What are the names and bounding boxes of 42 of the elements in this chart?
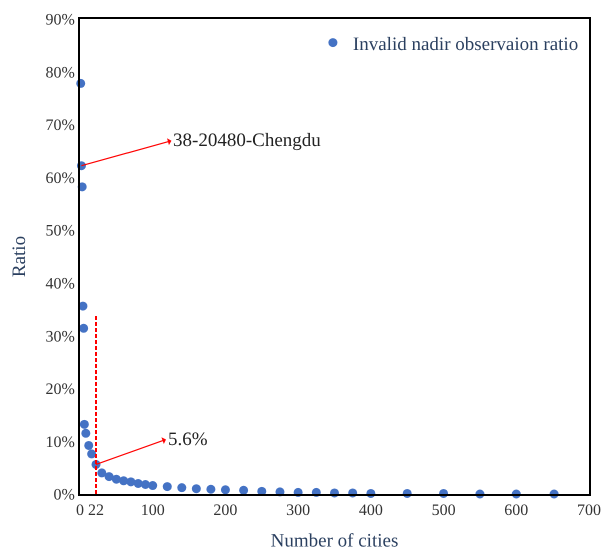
- point: [112, 474, 121, 484]
- y-tick-label: 0%: [53, 486, 75, 504]
- point: [104, 472, 114, 482]
- point: [162, 482, 172, 492]
- point: [97, 468, 106, 478]
- x-tick-label: 400: [358, 502, 383, 520]
- point: [126, 477, 136, 486]
- point: [87, 449, 96, 458]
- y-tick-label: 20%: [45, 381, 75, 398]
- point: [140, 480, 150, 489]
- point: [79, 324, 88, 333]
- y-tick-label: 70%: [45, 117, 75, 134]
- x-tick-label: 22: [88, 502, 104, 520]
- x-tick-label: 700: [577, 502, 601, 520]
- x-tick-label: 300: [286, 502, 310, 520]
- y-axis-title: Ratio: [8, 236, 30, 278]
- x-tick-label: 500: [432, 502, 456, 520]
- x-tick-label: 100: [140, 502, 165, 520]
- x-tick-label: 600: [504, 502, 528, 520]
- point: [80, 420, 89, 429]
- y-tick-label: 50%: [45, 222, 75, 240]
- legend-label: Invalid nadir observaion ratio: [352, 34, 578, 56]
- y-tick-label: 80%: [45, 64, 75, 82]
- y-tick-label: 10%: [45, 434, 75, 451]
- point: [84, 440, 94, 450]
- y-tick-label: 60%: [45, 170, 75, 187]
- annotation: 5.6%: [168, 429, 208, 450]
- point: [134, 478, 143, 488]
- x-tick-label: 0: [76, 502, 84, 520]
- point: [239, 486, 248, 495]
- point: [220, 485, 230, 494]
- point: [206, 484, 216, 494]
- point: [192, 484, 201, 494]
- point: [148, 481, 158, 490]
- y-tick-label: 90%: [45, 12, 75, 29]
- x-axis-title: Number of cities: [270, 530, 398, 552]
- point: [177, 483, 186, 492]
- y-tick-label: 40%: [45, 275, 75, 292]
- x-tick-label: 200: [213, 502, 238, 520]
- annotation: 38-20480-Chengdu: [173, 130, 322, 151]
- point: [81, 428, 90, 438]
- y-tick-label: 30%: [45, 328, 75, 346]
